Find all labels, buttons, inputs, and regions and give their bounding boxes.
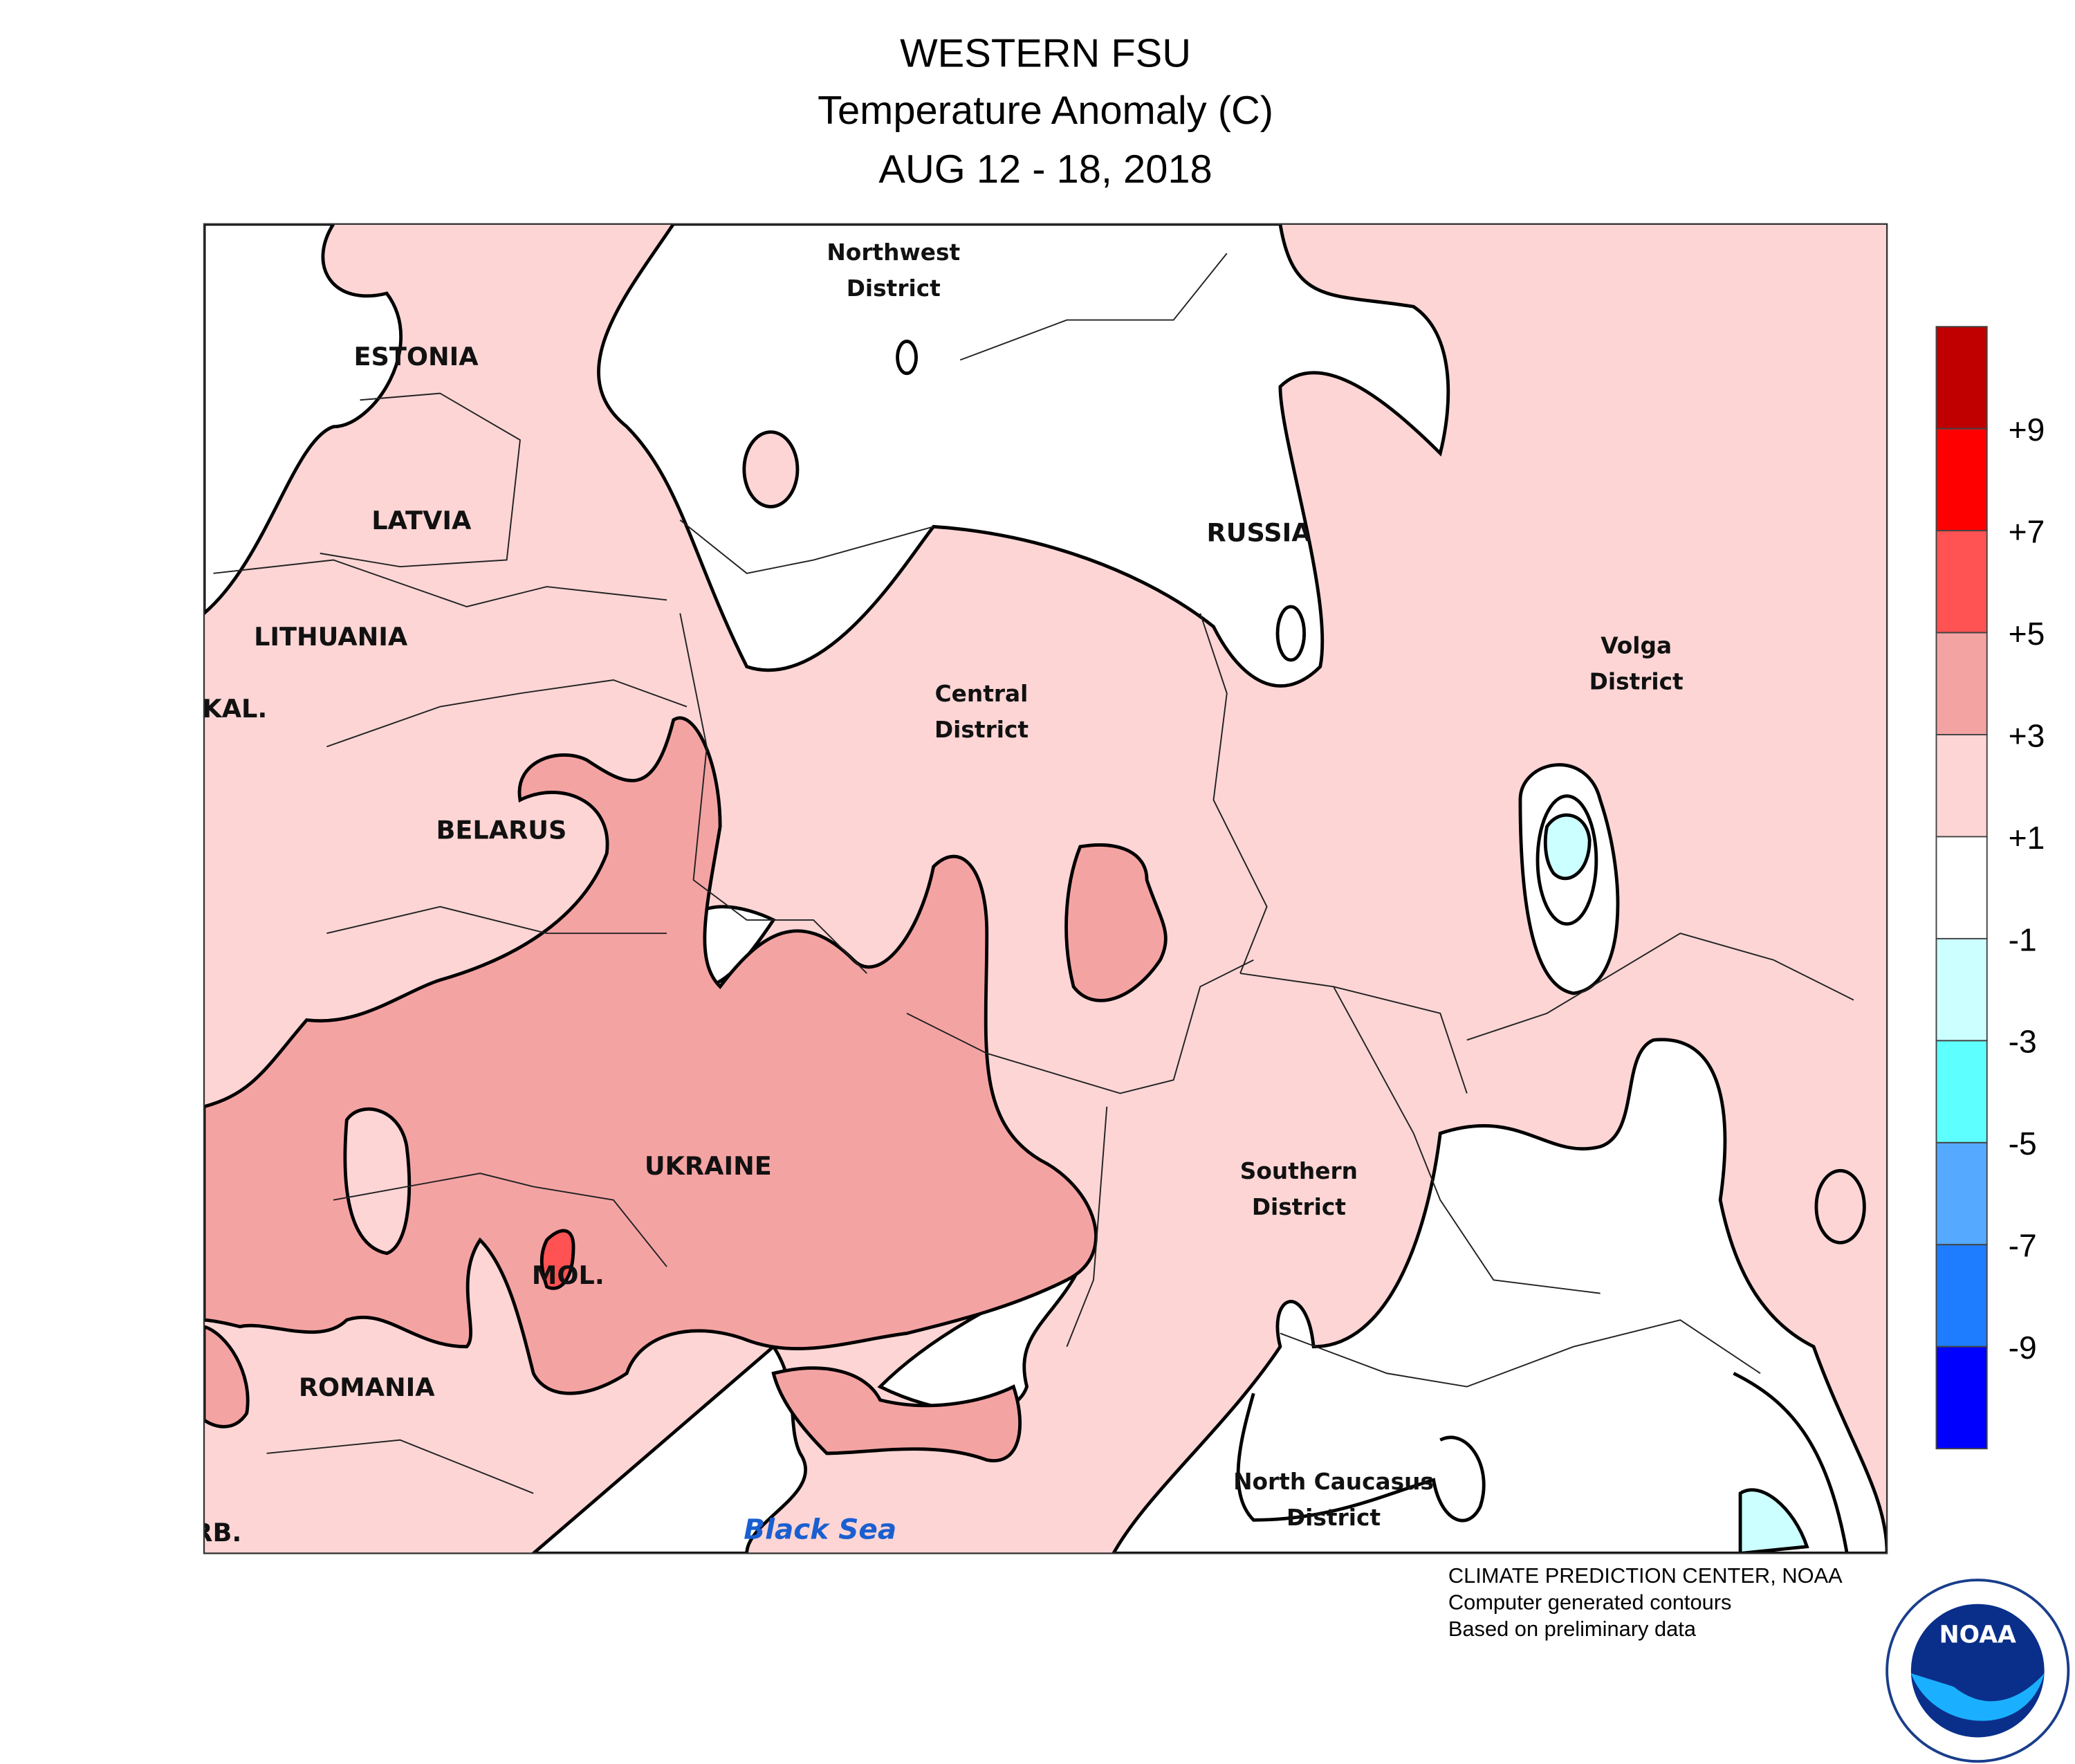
region-label: UKRAINE	[645, 1151, 772, 1181]
region-label: Volga	[1601, 632, 1672, 659]
region-label: LATVIA	[371, 506, 472, 535]
colorbar-bin	[1935, 428, 1988, 532]
white-area	[1112, 1038, 1888, 1554]
cool-area	[1543, 813, 1592, 881]
sea-label: Black Sea	[744, 1512, 896, 1545]
colorbar-label: +3	[2009, 717, 2045, 753]
white-area	[203, 223, 403, 616]
title-line: Temperature Anomaly (C)	[818, 89, 1273, 133]
map-frame	[203, 223, 1888, 1554]
contour-line	[1236, 1393, 1486, 1523]
colorbar-label: +9	[2009, 412, 2045, 448]
region-label: KAL.	[202, 694, 267, 724]
region-label: Northwest	[827, 239, 960, 266]
hot-area	[540, 1229, 575, 1290]
colorbar-label: -3	[2009, 1024, 2037, 1060]
footer-line: Based on preliminary data	[1448, 1617, 1697, 1641]
colorbar-bin	[1935, 632, 1988, 735]
cool-area	[1738, 1488, 1809, 1554]
contour-line	[1275, 605, 1307, 662]
colorbar-bin	[1935, 1345, 1988, 1450]
warm-area	[1064, 843, 1168, 1002]
colorbar-label: +1	[2009, 820, 2045, 856]
region-label: District	[1589, 668, 1684, 695]
colorbar-bin	[1935, 836, 1988, 939]
region-label: District	[1252, 1194, 1346, 1220]
contour-line	[1733, 1372, 1849, 1554]
region-label: District	[934, 717, 1029, 743]
pink-area	[343, 1107, 411, 1256]
logo-wave	[1910, 1673, 2045, 1721]
region-label: ESTONIA	[353, 342, 479, 371]
colorbar-bin	[1935, 734, 1988, 838]
region-label: Southern	[1240, 1158, 1358, 1184]
colorbar-label: -5	[2009, 1126, 2037, 1161]
region-label: RUSSIA	[1207, 518, 1312, 548]
colorbar-bin	[1935, 1141, 1988, 1246]
map: ESTONIA LATVIA LITHUANIA KAL. BELARUS UKRAINE…	[193, 223, 1888, 1554]
contour-line	[1536, 794, 1598, 926]
region-label: MOL.	[532, 1260, 605, 1290]
footer-line: Computer generated contours	[1448, 1590, 1732, 1614]
title-line: WESTERN FSU	[900, 31, 1191, 75]
colorbar-bin	[1935, 1244, 1988, 1348]
white-area	[597, 223, 1450, 688]
region-label: District	[1286, 1505, 1381, 1531]
contour-line	[1814, 1168, 1866, 1244]
warm-area	[203, 716, 1098, 1395]
colorbar-bin	[1935, 326, 1988, 430]
region-label: LITHUANIA	[254, 622, 408, 652]
footer-line: CLIMATE PREDICTION CENTER, NOAA	[1448, 1563, 1843, 1588]
colorbar-label: -7	[2009, 1228, 2037, 1264]
colorbar: +9 +7 +5 +3 +1 -1 -3 -5 -7 -9	[1935, 326, 2045, 1450]
colorbar-label: -1	[2009, 921, 2037, 957]
region-label: ROMANIA	[299, 1372, 435, 1402]
region-label: BELARUS	[436, 815, 566, 845]
colorbar-label: +7	[2009, 513, 2045, 549]
colorbar-bin	[1935, 937, 1988, 1042]
region-label: RB.	[193, 1518, 241, 1547]
colorbar-label: +5	[2009, 616, 2045, 652]
warm-area	[771, 1366, 1022, 1462]
region-label: District	[847, 275, 941, 302]
region-label: Central	[935, 681, 1029, 707]
logo-text: NOAA	[1939, 1621, 2016, 1649]
colorbar-bin	[1935, 1040, 1988, 1143]
region-label: North Caucasus	[1233, 1469, 1434, 1495]
warm-area	[203, 1325, 250, 1428]
colorbar-label: -9	[2009, 1330, 2037, 1366]
title-line: AUG 12 - 18, 2018	[878, 147, 1212, 192]
colorbar-bin	[1935, 530, 1988, 634]
contour-line	[896, 340, 918, 376]
noaa-logo: NOAA	[1885, 1579, 2070, 1763]
contour-line	[742, 430, 800, 508]
border	[213, 252, 1854, 1494]
